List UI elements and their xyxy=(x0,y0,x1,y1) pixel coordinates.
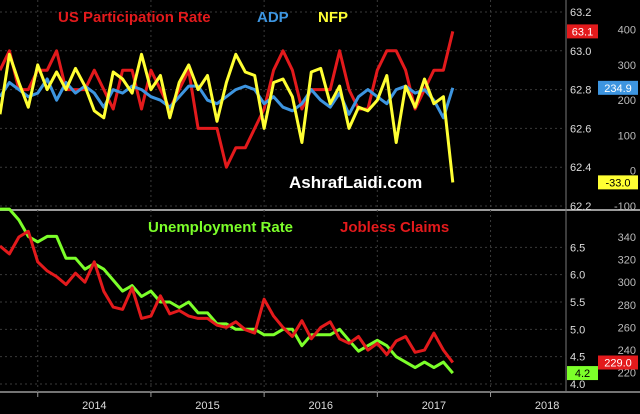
left-inner-tick-label: 62.4 xyxy=(570,162,591,174)
right-outer-tick-label: 200 xyxy=(618,95,636,107)
last-value-tag-text: -33.0 xyxy=(605,177,630,189)
last-value-tags: 63.1 234.9 -33.0 4.2 229.0 xyxy=(567,24,638,381)
legend-us-participation-rate: US Participation Rate xyxy=(58,9,211,26)
right-outer-tick-label: 300 xyxy=(618,277,636,289)
right-outer-tick-label: 300 xyxy=(618,60,636,72)
right-outer-tick-label: 220 xyxy=(618,368,636,380)
left-inner-tick-label: 5.5 xyxy=(570,297,585,309)
axis-labels: 63.2 63.0 62.8 62.6 62.4 62.2 400 300 200 100 0 -10… xyxy=(570,7,636,391)
left-inner-tick-label: 62.8 xyxy=(570,85,591,97)
series-line-nfp xyxy=(0,52,455,183)
right-outer-tick-label: 280 xyxy=(618,300,636,312)
last-value-tag-text: 4.2 xyxy=(575,368,590,380)
legend-unemployment-rate: Unemployment Rate xyxy=(148,219,293,236)
last-value-tag xyxy=(567,24,598,39)
last-value-tag-text: 234.9 xyxy=(604,83,632,95)
last-value-tag-text: 63.1 xyxy=(572,26,593,38)
right-outer-tick-label: 320 xyxy=(618,255,636,267)
last-value-tag-text: 229.0 xyxy=(604,358,632,370)
last-value-tag xyxy=(567,366,598,381)
right-outer-tick-label: 0 xyxy=(630,166,636,178)
right-outer-tick-label: 340 xyxy=(618,232,636,244)
watermark: AshrafLaidi.com xyxy=(289,173,422,192)
left-inner-tick-label: 62.2 xyxy=(570,201,591,213)
right-outer-tick-label: 100 xyxy=(618,130,636,142)
legend-jobless-claims: Jobless Claims xyxy=(340,219,449,236)
last-value-tag xyxy=(598,175,638,190)
x-tick-label-2017: 2017 xyxy=(422,400,446,412)
series-line-us-participation-rate xyxy=(0,31,455,169)
x-tick-label-2014: 2014 xyxy=(82,400,106,412)
left-inner-tick-label: 62.6 xyxy=(570,123,591,135)
left-inner-tick-label: 63.2 xyxy=(570,7,591,19)
right-outer-tick-label: 240 xyxy=(618,345,636,357)
right-outer-tick-label: 400 xyxy=(618,25,636,37)
left-inner-tick-label: 63.0 xyxy=(570,46,591,58)
series-lines xyxy=(0,31,455,375)
series-line-unemployment-rate xyxy=(0,207,454,375)
legend-adp: ADP xyxy=(257,9,289,26)
left-inner-tick-label: 6.5 xyxy=(570,242,585,254)
right-outer-tick-label: -100 xyxy=(614,201,636,213)
gridlines xyxy=(0,0,640,393)
x-tick-label-2018: 2018 xyxy=(535,400,559,412)
x-axis: 2014 2015 2016 2017 2018 xyxy=(37,392,559,412)
right-outer-tick-label: 260 xyxy=(618,322,636,334)
left-inner-tick-label: 4.5 xyxy=(570,352,585,364)
legend-nfp: NFP xyxy=(318,9,348,26)
last-value-tag xyxy=(598,355,638,370)
last-value-tag xyxy=(598,80,638,95)
x-tick-label-2015: 2015 xyxy=(195,400,219,412)
series-line-jobless-claims xyxy=(0,229,454,364)
left-inner-tick-label: 5.0 xyxy=(570,324,585,336)
left-inner-tick-label: 4.0 xyxy=(570,379,585,391)
left-inner-tick-label: 6.0 xyxy=(570,270,585,282)
x-tick-label-2016: 2016 xyxy=(308,400,332,412)
